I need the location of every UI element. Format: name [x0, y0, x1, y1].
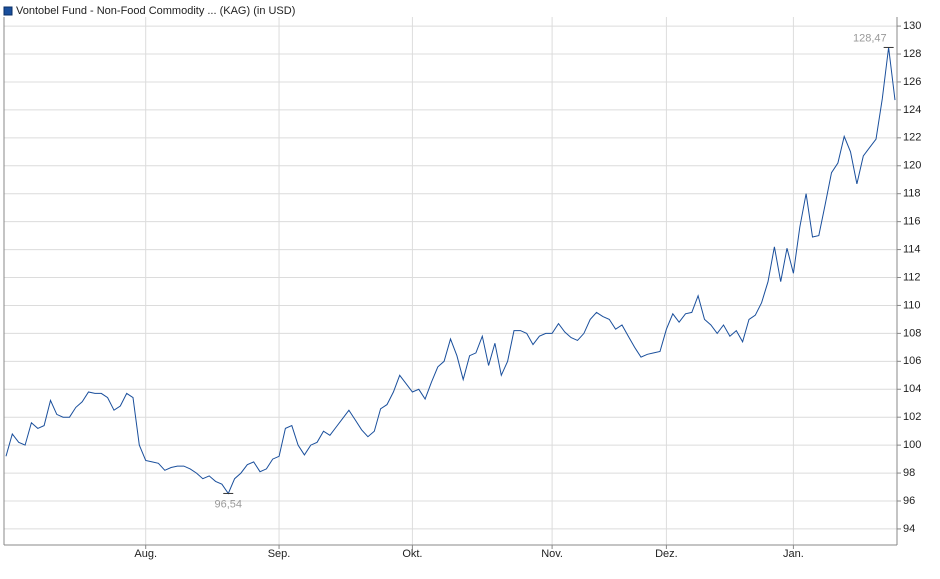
legend-swatch [3, 6, 13, 16]
value-label: 128,47 [853, 32, 887, 44]
y-tick-label: 112 [903, 271, 921, 283]
y-tick-label: 116 [903, 216, 921, 228]
y-tick-label: 124 [903, 104, 921, 116]
y-tick-label: 126 [903, 76, 921, 88]
y-tick-label: 128 [903, 48, 921, 60]
y-tick-label: 114 [903, 243, 921, 255]
y-tick-label: 118 [903, 188, 921, 200]
x-tick-label: Okt. [402, 548, 422, 560]
y-tick-label: 122 [903, 132, 921, 144]
legend-label: Vontobel Fund - Non-Food Commodity ... (… [16, 5, 295, 17]
plot-area [4, 17, 897, 545]
y-tick-label: 130 [903, 20, 921, 32]
x-tick-label: Dez. [655, 548, 678, 560]
y-tick-label: 100 [903, 439, 921, 451]
y-tick-label: 96 [903, 495, 915, 507]
value-label: 96,54 [214, 498, 242, 510]
y-tick-label: 94 [903, 523, 915, 535]
x-tick-label: Sep. [268, 548, 291, 560]
y-tick-label: 108 [903, 327, 921, 339]
y-tick-label: 106 [903, 355, 921, 367]
y-tick-label: 104 [903, 383, 921, 395]
y-tick-label: 98 [903, 467, 915, 479]
x-tick-label: Jan. [783, 548, 804, 560]
y-tick-label: 120 [903, 160, 921, 172]
y-tick-label: 110 [903, 299, 921, 311]
x-tick-label: Aug. [134, 548, 157, 560]
series-line [5, 47, 896, 495]
y-tick-label: 102 [903, 411, 921, 423]
x-tick-label: Nov. [541, 548, 563, 560]
